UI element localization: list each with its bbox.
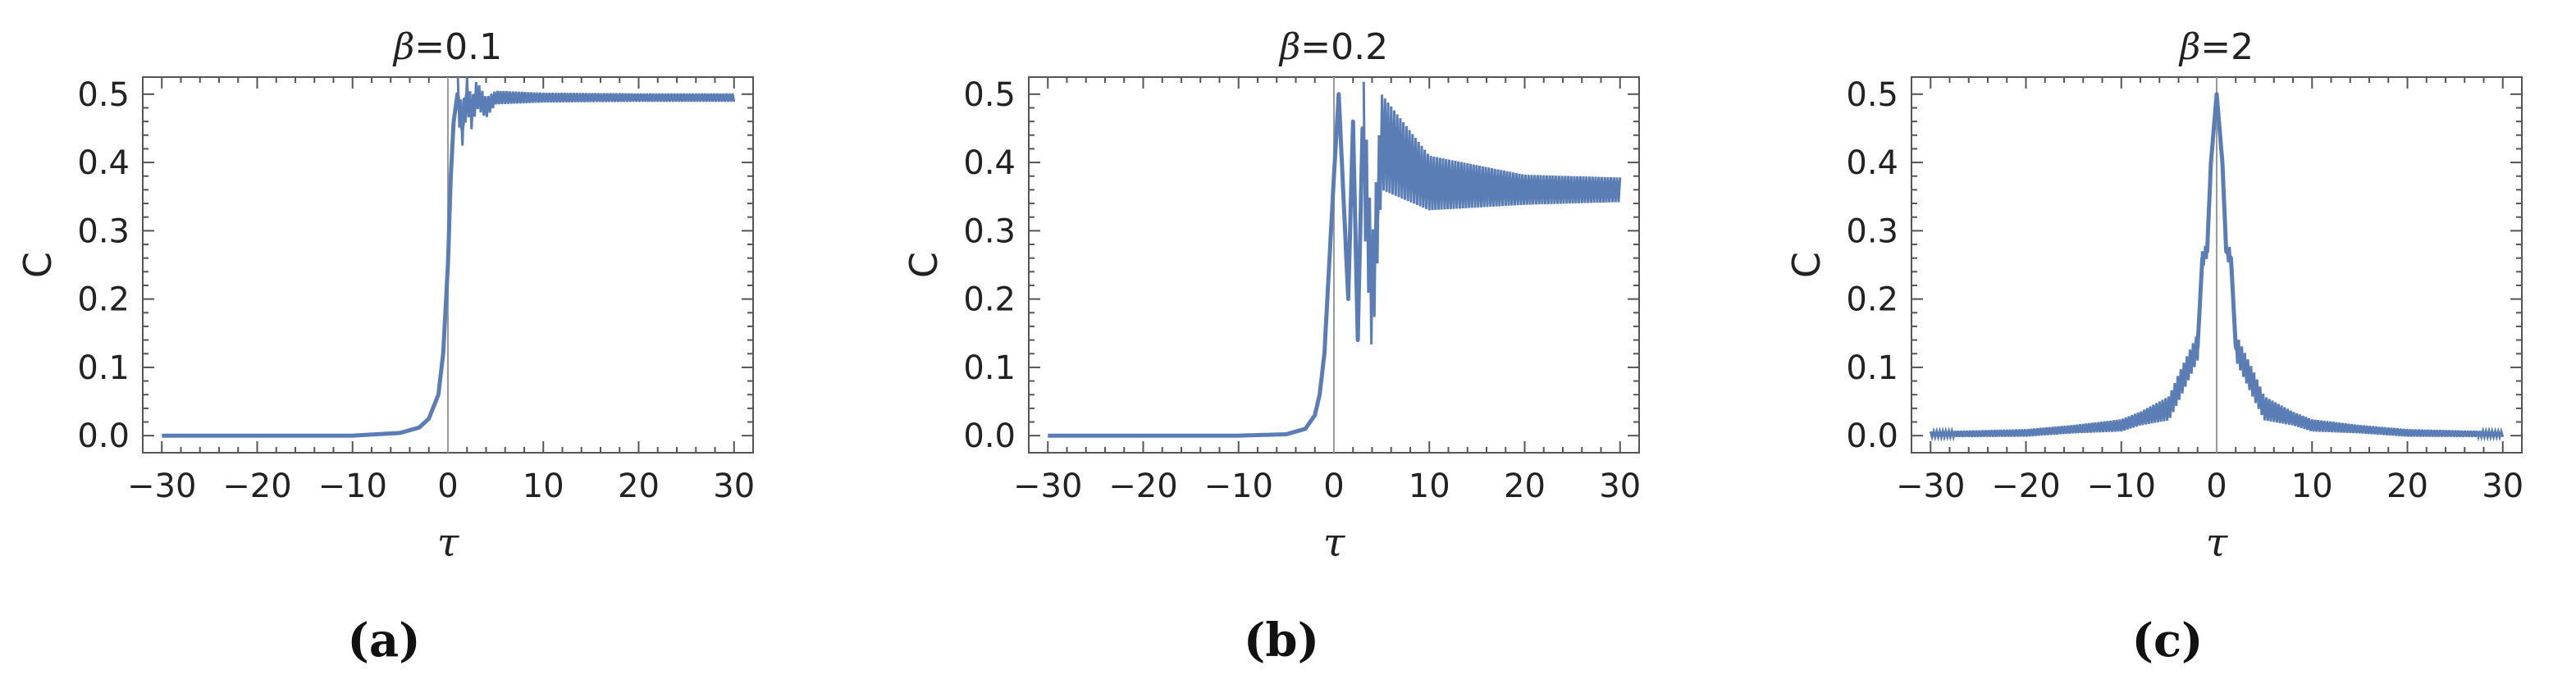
x-tick-label: −20 [222, 467, 291, 505]
y-tick-label: 0.3 [77, 212, 130, 250]
x-tick-label: 10 [1409, 467, 1450, 505]
y-tick-label: 0.5 [963, 76, 1016, 114]
x-axis-label: τ [2206, 520, 2229, 566]
y-tick-label: 0.3 [963, 212, 1016, 250]
x-tick-label: −20 [1108, 467, 1177, 505]
y-tick-label: 0.4 [1846, 144, 1898, 182]
panel-letter: (c) [2131, 613, 2203, 668]
panel-c: −30 −20 −10 0 10 20 30 0.0 0.1 0.2 0.3 0.4 0.5 β=2 τ C (… [1784, 26, 2523, 668]
x-tick-label: −10 [1204, 467, 1273, 505]
y-tick-label: 0.0 [1846, 417, 1898, 455]
y-tick-label: 0.3 [1846, 212, 1898, 250]
x-tick-label: 10 [2291, 467, 2333, 505]
x-axis-label: τ [1323, 520, 1346, 566]
x-tick-label: 30 [2482, 467, 2523, 505]
y-tick-label: 0.4 [963, 144, 1016, 182]
x-tick-label: 0 [2206, 467, 2227, 505]
y-tick-label: 0.1 [963, 349, 1016, 387]
panel-letter: (b) [1244, 613, 1319, 668]
panel-letter: (a) [347, 613, 420, 668]
y-axis-label: C [902, 252, 946, 278]
series-oscillation [1929, 100, 2505, 442]
y-axis-label: C [16, 252, 60, 278]
panel-title: β=0.1 [392, 26, 502, 68]
y-tick-label: 0.0 [77, 417, 130, 455]
x-axis-label: τ [437, 520, 460, 566]
title-symbol: β [1278, 26, 1300, 68]
x-tick-label: −10 [2087, 467, 2156, 505]
x-tick-label: 20 [2386, 467, 2428, 505]
x-tick-label: 30 [713, 467, 755, 505]
y-tick-label: 0.2 [1846, 281, 1898, 319]
series-oscillation [1362, 81, 1622, 344]
y-tick-label: 0.2 [963, 281, 1016, 319]
x-tick-label: 20 [1504, 467, 1546, 505]
y-tick-label: 0.5 [77, 76, 130, 114]
y-tick-label: 0.2 [77, 281, 130, 319]
x-tick-label: 10 [523, 467, 564, 505]
panel-b: −30 −20 −10 0 10 20 30 0.0 0.1 0.2 0.3 0.4 0.5 β=0.2 τ… [902, 26, 1641, 668]
x-tick-label: 30 [1599, 467, 1641, 505]
panel-title: β=2 [2178, 26, 2254, 68]
title-symbol: β [392, 26, 414, 68]
panel-a: −30 −20 −10 0 10 20 30 0.0 0.1 0.2 0.3 0.4 0.5 β=0.1 τ… [16, 26, 755, 668]
y-tick-label: 0.1 [77, 349, 130, 387]
title-value: =0.1 [414, 26, 502, 68]
x-tick-label: 0 [437, 467, 458, 505]
title-value: =2 [2200, 26, 2254, 68]
title-value: =0.2 [1300, 26, 1388, 68]
panel-title: β=0.2 [1278, 26, 1388, 68]
x-tick-label: −10 [318, 467, 387, 505]
y-tick-label: 0.1 [1846, 349, 1898, 387]
title-symbol: β [2178, 26, 2200, 68]
y-tick-label: 0.5 [1846, 76, 1898, 114]
x-tick-label: 0 [1323, 467, 1344, 505]
x-tick-label: −20 [1991, 467, 2060, 505]
y-tick-label: 0.0 [963, 417, 1016, 455]
x-tick-label: −30 [127, 467, 196, 505]
y-axis-label: C [1784, 252, 1829, 278]
x-tick-label: −30 [1896, 467, 1965, 505]
series-oscillation [456, 77, 736, 146]
x-tick-label: −30 [1013, 467, 1082, 505]
y-tick-label: 0.4 [77, 144, 130, 182]
x-tick-label: 20 [618, 467, 660, 505]
